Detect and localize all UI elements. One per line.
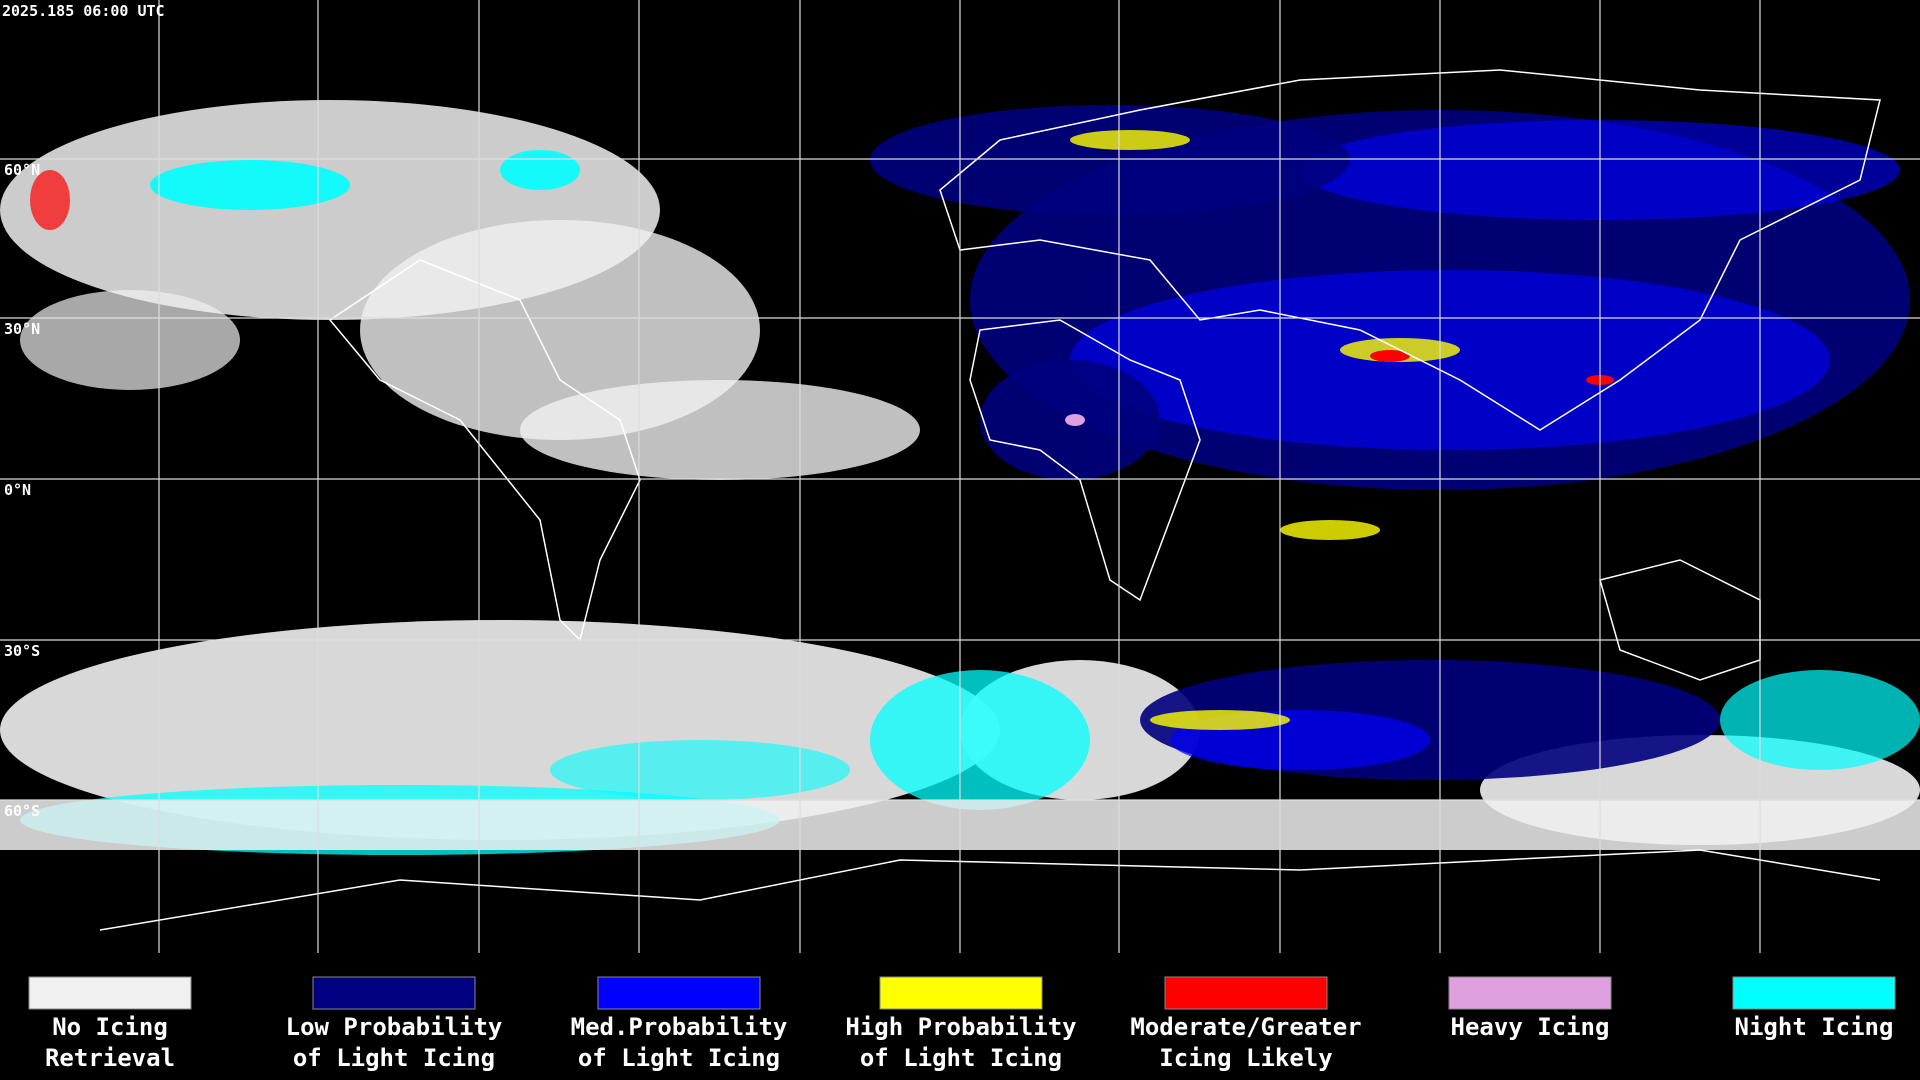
high-prob-area [1150,710,1290,730]
coastline [99,849,1881,931]
low-prob-area [870,105,1350,215]
legend-swatch [879,976,1043,1010]
legend-label: Heavy Icing [1451,1013,1610,1041]
legend-label: of Light Icing [860,1044,1062,1072]
legend-label: Moderate/Greater [1130,1013,1361,1041]
moderate-area [1370,350,1410,362]
latitude-label: 60°S [4,802,40,820]
night-icing-area [870,670,1090,810]
no-icing-area [20,290,240,390]
high-prob-area [1070,130,1190,150]
timestamp: 2025.185 06:00 UTC [2,2,165,20]
legend-label: of Light Icing [578,1044,780,1072]
legend-label: Night Icing [1735,1013,1894,1041]
heavy-area [1065,414,1085,426]
cloud-field [0,100,1920,855]
night-icing-area [1720,670,1920,770]
legend-label: No Icing [52,1013,168,1041]
legend-label: of Light Icing [293,1044,495,1072]
legend-swatch [597,976,761,1010]
night-icing-area [500,150,580,190]
night-icing-area [150,160,350,210]
med-prob-area [1070,270,1830,450]
coastline [969,319,1201,602]
legend-label: Icing Likely [1159,1044,1332,1072]
legend-label: High Probability [845,1013,1076,1041]
latitude-labels: 60°N 30°N 0°N 30°S 60°S [4,161,40,820]
legend-label: Retrieval [45,1044,175,1072]
high-prob-area [1280,520,1380,540]
legend-label: Med.Probability [571,1013,788,1041]
moderate-area [30,170,70,230]
legend-swatch [28,976,192,1010]
legend: No Icing Retrieval Low Probability of Light… [28,976,1896,1072]
legend-swatch [1164,976,1328,1010]
no-icing-area [520,380,920,480]
latitude-label: 30°S [4,642,40,660]
graticule [0,0,1920,953]
night-icing-area [550,740,850,800]
latitude-label: 0°N [4,481,31,499]
latitude-label: 30°N [4,320,40,338]
coastline [939,69,1881,431]
latitude-label: 60°N [4,161,40,179]
legend-swatch [1732,976,1896,1010]
coastline [328,259,641,642]
legend-swatch [1448,976,1612,1010]
legend-swatch [312,976,476,1010]
legend-label: Low Probability [286,1013,503,1041]
